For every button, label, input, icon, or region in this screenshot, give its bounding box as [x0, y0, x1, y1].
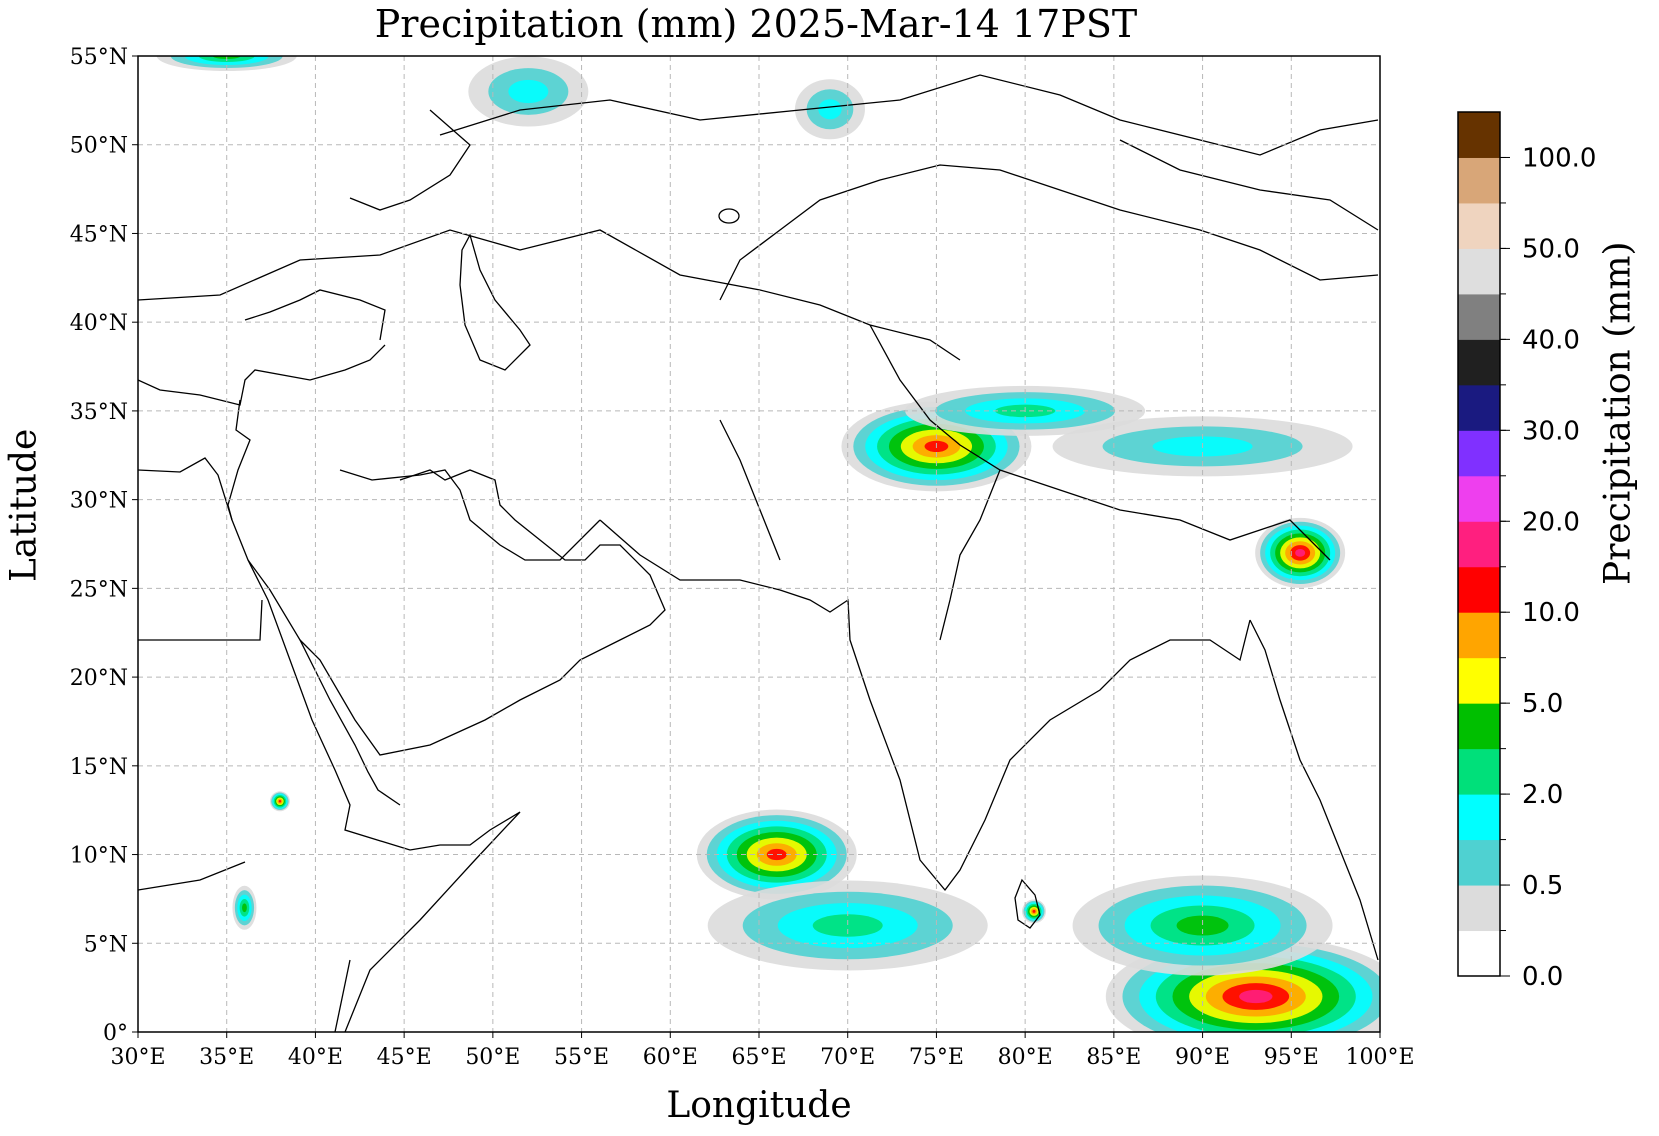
- colorbar-swatch: [1458, 293, 1500, 340]
- colorbar-tick-label: 50.0: [1522, 234, 1580, 264]
- x-tick-label: 55°E: [554, 1045, 609, 1070]
- colorbar-tick-label: 40.0: [1522, 325, 1580, 355]
- x-tick-label: 95°E: [1264, 1045, 1319, 1070]
- y-tick-label: 20°N: [70, 666, 128, 691]
- x-tick-label: 100°E: [1345, 1045, 1414, 1070]
- colorbar-swatch: [1458, 384, 1500, 431]
- colorbar-swatch: [1458, 157, 1500, 204]
- colorbar-swatch: [1458, 748, 1500, 795]
- precip-contour: [278, 800, 282, 803]
- colorbar-swatch: [1458, 839, 1500, 886]
- y-tick-label: 30°N: [70, 489, 128, 514]
- colorbar-tick-label: 30.0: [1522, 416, 1580, 446]
- y-tick-label: 45°N: [70, 222, 128, 247]
- precip-contour: [1239, 989, 1273, 1004]
- colorbar: 0.0 0.5 2.0 5.0 10.0 20.0 30.0 40.0 50.0 100.0: [1457, 111, 1596, 992]
- x-tick-label: 80°E: [998, 1045, 1053, 1070]
- x-tick-label: 60°E: [643, 1045, 698, 1070]
- colorbar-tick-label: 20.0: [1522, 507, 1580, 537]
- y-tick-label: 15°N: [70, 755, 128, 780]
- y-tick-label: 10°N: [70, 844, 128, 869]
- y-ticks: 0° 5°N 10°N 15°N 20°N 25°N 30°N 35°N 40°N 45°N 50°…: [70, 45, 138, 1046]
- precip-contour: [812, 914, 883, 937]
- colorbar-swatch: [1458, 612, 1500, 659]
- y-tick-label: 50°N: [70, 134, 128, 159]
- x-axis-label: Longitude: [666, 1085, 852, 1126]
- colorbar-tick-label: 0.5: [1522, 871, 1563, 901]
- colorbar-swatch: [1458, 112, 1500, 158]
- y-tick-label: 5°N: [84, 932, 128, 957]
- x-tick-label: 45°E: [377, 1045, 432, 1070]
- precip-contour: [1176, 915, 1229, 936]
- x-tick-label: 30°E: [110, 1045, 165, 1070]
- precip-contour: [1295, 548, 1306, 557]
- colorbar-swatch: [1458, 566, 1500, 613]
- precip-contour: [508, 79, 549, 104]
- colorbar-swatch: [1458, 521, 1500, 568]
- precip-contour: [818, 99, 842, 120]
- x-tick-label: 65°E: [731, 1045, 786, 1070]
- colorbar-tick-label: 5.0: [1522, 689, 1563, 719]
- precip-contour: [766, 848, 787, 861]
- x-tick-label: 85°E: [1086, 1045, 1141, 1070]
- y-tick-label: 25°N: [70, 577, 128, 602]
- chart-title: Precipitation (mm) 2025-Mar-14 17PST: [374, 2, 1138, 46]
- coastlines: [138, 74, 1379, 1032]
- colorbar-swatch: [1458, 885, 1500, 932]
- y-tick-label: 40°N: [70, 311, 128, 336]
- colorbar-swatch: [1458, 339, 1500, 386]
- colorbar-swatch: [1458, 430, 1500, 477]
- x-ticks: 30°E 35°E 40°E 45°E 50°E 55°E 60°E 65°E 70°E 75°E…: [110, 1032, 1415, 1070]
- x-tick-label: 35°E: [199, 1045, 254, 1070]
- colorbar-tick-label: 100.0: [1522, 143, 1596, 173]
- colorbar-tick-label: 2.0: [1522, 780, 1563, 810]
- precip-contour: [1032, 909, 1036, 913]
- colorbar-swatch: [1458, 657, 1500, 704]
- colorbar-swatch: [1458, 248, 1500, 295]
- y-tick-label: 35°N: [70, 400, 128, 425]
- colorbar-swatch: [1458, 703, 1500, 750]
- colorbar-tick-label: 10.0: [1522, 598, 1580, 628]
- colorbar-swatch: [1458, 930, 1500, 977]
- x-tick-label: 50°E: [465, 1045, 520, 1070]
- x-tick-label: 70°E: [820, 1045, 875, 1070]
- x-tick-label: 75°E: [909, 1045, 964, 1070]
- y-tick-label: 0°: [103, 1021, 128, 1046]
- precip-contour: [242, 903, 247, 913]
- grid-lines: [138, 56, 1380, 1032]
- colorbar-swatch: [1458, 794, 1500, 841]
- colorbar-swatch: [1458, 475, 1500, 522]
- y-tick-label: 55°N: [70, 45, 128, 70]
- precipitation-field: [156, 56, 1380, 1032]
- colorbar-frame: [1457, 111, 1501, 977]
- x-tick-label: 90°E: [1175, 1045, 1230, 1070]
- colorbar-tick-label: 0.0: [1522, 962, 1563, 992]
- colorbar-swatch: [1458, 202, 1500, 249]
- x-tick-label: 40°E: [288, 1045, 343, 1070]
